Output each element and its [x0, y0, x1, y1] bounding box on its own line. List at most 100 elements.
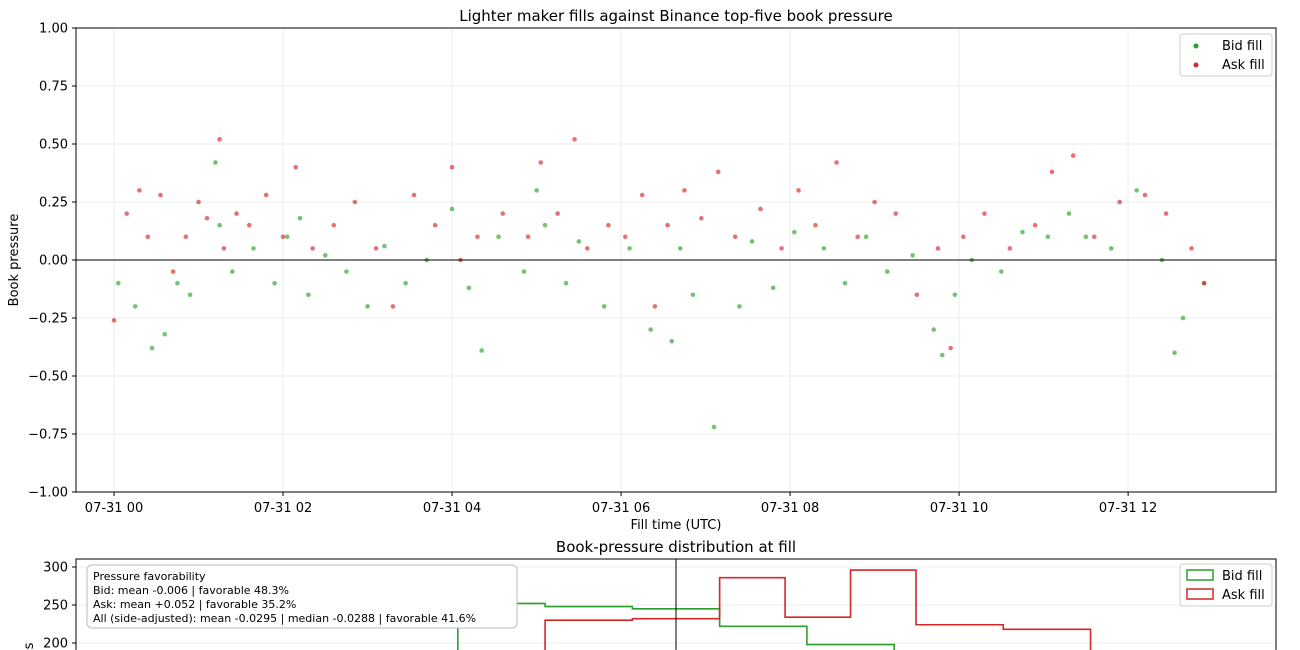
bid-fill-point	[563, 280, 569, 286]
scatter-legend-box	[1179, 33, 1273, 77]
x-tick-label: 07-31 08	[761, 501, 819, 516]
ask-fill-point	[813, 222, 818, 228]
annotation-all-line: All (side-adjusted): mean -0.0295 | medi…	[93, 612, 476, 625]
ask-fill-point	[170, 269, 176, 274]
ask-fill-point	[124, 211, 130, 216]
ask-fill-point	[652, 304, 658, 309]
ask-fill-point	[665, 222, 670, 228]
scatter-points	[111, 137, 1207, 430]
ask-fill-point	[699, 215, 704, 221]
ask-fill-point	[145, 234, 151, 240]
bid-fill-point	[284, 234, 290, 240]
ask-fill-point	[500, 211, 506, 216]
bid-fill-point	[217, 222, 222, 228]
ask-fill-point	[158, 192, 163, 198]
ask-fill-point	[961, 234, 966, 240]
bid-fill-point	[230, 269, 235, 274]
ask-fill-point	[280, 234, 286, 240]
ask-fill-point	[682, 188, 687, 193]
bid-fill-point	[403, 280, 408, 286]
hist-legend-ask-patch	[1186, 588, 1214, 600]
scatter-legend: Bid fill Ask fill	[1179, 33, 1273, 77]
legend-bid-label: Bid fill	[1222, 39, 1262, 54]
bid-fill-point	[162, 331, 168, 337]
favorability-annotation: Pressure favorability Bid: mean -0.006 |…	[86, 564, 518, 629]
bid-fill-point	[496, 234, 501, 240]
ask-fill-point	[196, 199, 201, 205]
scatter-x-axis-label: Fill time (UTC)	[631, 518, 722, 533]
bid-fill-point	[466, 285, 472, 291]
series-ask	[111, 137, 1207, 351]
bid-fill-point	[711, 424, 717, 430]
bid-fill-point	[749, 239, 755, 244]
ask-fill-point	[584, 246, 590, 251]
ask-fill-point	[217, 137, 222, 142]
ask-fill-point	[555, 211, 560, 216]
bid-fill-point	[115, 280, 121, 286]
histogram-legend: Bid fill Ask fill	[1179, 563, 1273, 607]
bid-fill-point	[627, 246, 632, 251]
x-tick-label: 07-31 12	[1099, 501, 1157, 516]
ask-fill-point	[622, 234, 628, 240]
histogram-legend-box	[1179, 563, 1273, 607]
bid-fill-point	[863, 234, 869, 240]
histogram-chart: Book-pressure distribution at fill 300 25…	[22, 538, 1277, 650]
ask-fill-point	[1007, 246, 1013, 251]
bid-fill-point	[521, 269, 527, 274]
ask-fill-point	[352, 199, 358, 205]
ask-fill-point	[204, 215, 210, 221]
ask-fill-point	[390, 304, 396, 309]
bid-fill-point	[344, 269, 349, 274]
bid-fill-point	[884, 269, 890, 274]
ask-fill-point	[1163, 211, 1169, 216]
ask-fill-point	[982, 211, 987, 216]
ask-fill-point	[872, 199, 877, 205]
bid-fill-point	[842, 280, 848, 286]
annotation-title: Pressure favorability	[93, 570, 206, 583]
bid-fill-point	[1108, 246, 1114, 251]
ask-fill-point	[373, 246, 379, 251]
bid-fill-point	[382, 243, 387, 249]
ask-fill-point	[1049, 169, 1055, 175]
bid-fill-point	[648, 327, 653, 332]
bid-fill-point	[149, 345, 155, 351]
bid-fill-point	[175, 280, 180, 286]
bid-fill-point	[792, 229, 797, 235]
bid-fill-point	[534, 188, 539, 193]
hist-legend-ask-label: Ask fill	[1222, 588, 1265, 603]
ask-fill-point	[1117, 199, 1122, 205]
scatter-y-axis-label: Book pressure	[7, 214, 22, 307]
histogram-y-axis-label: s	[22, 642, 37, 649]
ask-fill-point	[449, 164, 455, 170]
ask-fill-point	[1201, 280, 1207, 286]
x-tick-label: 07-31 04	[423, 501, 481, 516]
legend-ask-marker	[1193, 62, 1199, 68]
ask-fill-point	[137, 188, 142, 193]
ask-fill-point	[111, 318, 117, 323]
ask-fill-point	[893, 211, 899, 216]
bid-fill-point	[306, 292, 311, 298]
annotation-bid-line: Bid: mean -0.006 | favorable 48.3%	[93, 584, 289, 597]
ask-fill-point	[935, 246, 941, 251]
ask-fill-point	[221, 246, 227, 251]
bid-fill-point	[187, 292, 193, 298]
bid-fill-point	[677, 246, 683, 251]
ask-fill-point	[538, 160, 544, 165]
x-tick-label: 07-31 02	[254, 501, 312, 516]
bid-fill-point	[1083, 234, 1089, 240]
bid-fill-point	[999, 269, 1004, 274]
bid-fill-point	[322, 253, 328, 258]
ask-fill-point	[1032, 222, 1038, 228]
ask-fill-point	[572, 137, 577, 142]
histogram-title: Book-pressure distribution at fill	[556, 538, 796, 556]
bid-fill-point	[251, 246, 256, 251]
histogram-y-ticks: 300 250 200	[43, 561, 76, 650]
ask-fill-point	[914, 292, 920, 298]
series-bid	[115, 160, 1207, 430]
x-tick-label: 07-31 10	[930, 501, 988, 516]
bid-fill-point	[821, 246, 827, 251]
ask-fill-point	[1092, 234, 1097, 240]
y-tick-label: −1.00	[28, 486, 68, 501]
y-tick-label: 1.00	[39, 22, 68, 37]
